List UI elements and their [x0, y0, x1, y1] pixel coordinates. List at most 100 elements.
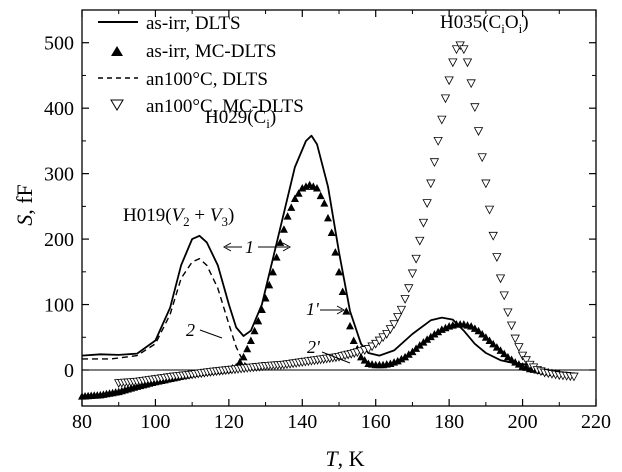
- data-point: [473, 127, 484, 136]
- legend-open-triangle-swatch: [110, 99, 124, 111]
- data-point: [287, 203, 296, 211]
- data-point: [349, 336, 358, 345]
- data-point: [492, 253, 502, 262]
- arrowhead: [336, 305, 346, 315]
- data-point: [323, 213, 332, 222]
- data-point: [474, 326, 483, 335]
- data-point: [448, 58, 458, 68]
- legend-label: an100°C, MC-DLTS: [146, 96, 304, 117]
- data-point: [430, 330, 439, 338]
- series-1: [82, 258, 252, 370]
- data-point: [415, 236, 425, 246]
- y-tick-label: 300: [44, 164, 74, 186]
- data-point: [401, 352, 410, 361]
- data-point: [426, 332, 435, 341]
- peak-label-h019: H019(V2 + V3): [123, 205, 234, 229]
- data-point: [312, 184, 321, 192]
- data-point: [488, 231, 498, 241]
- data-point: [422, 199, 432, 208]
- data-point: [492, 343, 501, 351]
- data-point: [470, 103, 480, 113]
- data-point: [316, 191, 325, 200]
- data-point: [393, 356, 402, 365]
- x-tick-label: 140: [287, 411, 317, 433]
- data-point: [434, 327, 443, 336]
- data-point: [338, 287, 347, 295]
- data-point: [331, 248, 340, 256]
- data-point: [499, 291, 509, 301]
- legend-item-an100-mc-dlts: an100°C, MC-DLTS: [110, 96, 304, 117]
- data-point: [426, 179, 436, 189]
- data-point: [423, 335, 432, 343]
- data-point: [495, 274, 506, 284]
- data-point: [496, 346, 505, 354]
- data-point: [481, 333, 490, 341]
- data-point: [283, 212, 292, 220]
- data-point: [385, 325, 396, 334]
- series-line: [82, 258, 252, 370]
- data-point: [393, 313, 403, 322]
- data-point: [235, 357, 244, 366]
- data-point: [257, 305, 266, 313]
- data-point: [506, 321, 517, 331]
- legend-label: an100°C, DLTS: [146, 69, 268, 90]
- series-3: [114, 41, 579, 388]
- data-point: [514, 343, 524, 352]
- y-tick-label: 100: [44, 295, 74, 317]
- x-tick-label: 80: [72, 411, 92, 433]
- y-tick-label: 500: [44, 33, 74, 55]
- legend-label: as-irr, MC-DLTS: [146, 41, 276, 62]
- x-tick-label: 100: [140, 411, 170, 433]
- data-point: [485, 336, 494, 345]
- data-point: [261, 294, 270, 302]
- data-point: [396, 305, 407, 315]
- data-point: [489, 339, 498, 348]
- x-tick-label: 220: [581, 411, 611, 433]
- legend-filled-triangle-swatch: [111, 46, 123, 56]
- data-point: [342, 307, 351, 315]
- data-point: [411, 254, 421, 264]
- y-tick-label: 400: [44, 98, 74, 120]
- data-point: [265, 280, 274, 289]
- data-point: [294, 189, 303, 197]
- data-point: [444, 76, 454, 86]
- data-point: [268, 267, 277, 276]
- legend-item-an100-dlts: an100°C, DLTS: [98, 69, 268, 90]
- series-layer: [78, 41, 579, 400]
- data-point: [451, 45, 462, 55]
- x-tick-label: 120: [214, 411, 244, 433]
- data-point: [440, 94, 451, 104]
- x-axis-label: T, K: [325, 446, 364, 471]
- data-point: [478, 330, 487, 338]
- y-axis-label: S, fF: [12, 184, 37, 226]
- data-point: [389, 320, 399, 330]
- data-point: [433, 137, 443, 146]
- data-point: [279, 225, 288, 233]
- legend-label: as-irr, DLTS: [146, 13, 241, 34]
- data-point: [397, 354, 406, 363]
- data-point: [357, 352, 366, 361]
- data-point: [382, 330, 392, 339]
- data-point: [503, 352, 512, 361]
- data-point: [404, 284, 414, 294]
- leader-arrow: [199, 329, 223, 339]
- ticks-layer: 80 100 120 140 160 180 200 220 0 100 200 300 400 500: [44, 9, 611, 433]
- curve-label-1-prime: 1': [306, 299, 346, 319]
- data-point: [462, 58, 473, 68]
- legend-item-as-irr-dlts: as-irr, DLTS: [98, 13, 241, 34]
- data-point: [400, 295, 410, 304]
- legend: as-irr, DLTS as-irr, MC-DLTS an100°C, DL…: [98, 13, 304, 117]
- data-point: [335, 267, 343, 276]
- data-point: [517, 351, 528, 361]
- x-tick-label: 160: [361, 411, 391, 433]
- curve-number: 2: [186, 320, 195, 340]
- y-tick-label: 200: [44, 229, 74, 251]
- leader-arrow: [321, 351, 351, 364]
- data-point: [346, 321, 355, 330]
- data-point: [407, 269, 418, 279]
- arrowhead: [222, 242, 232, 252]
- data-point: [327, 228, 336, 237]
- data-point: [503, 308, 513, 318]
- data-point: [484, 205, 495, 215]
